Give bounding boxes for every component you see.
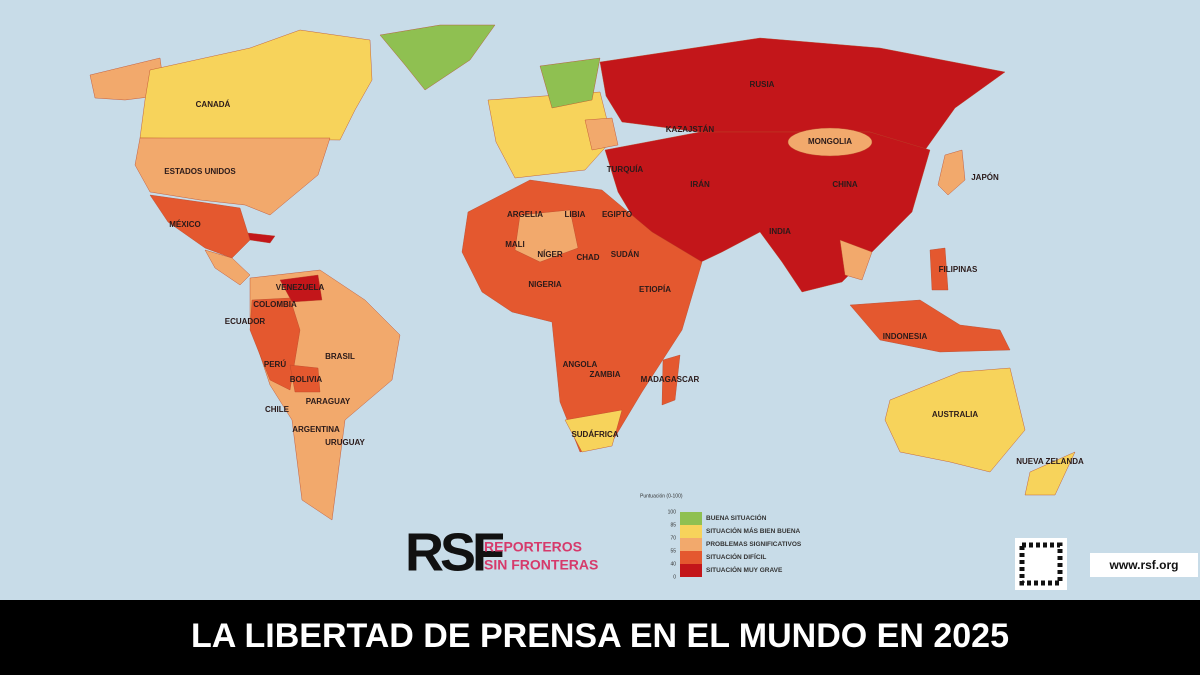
- legend-tick: 0: [673, 574, 676, 580]
- australia: [884, 367, 1026, 473]
- country-label: CHINA: [832, 180, 858, 189]
- bolivia: [289, 364, 321, 393]
- indochina: [839, 239, 873, 281]
- legend-tick: 40: [670, 561, 676, 567]
- country-label: EGIPTO: [602, 210, 632, 219]
- country-label: ARGENTINA: [292, 425, 340, 434]
- title: LA LIBERTAD DE PRENSA EN EL MUNDO EN 202…: [191, 617, 1009, 655]
- country-labels: CANADÁ ESTADOS UNIDOS RUSIA CHINA BRASIL AUST…: [164, 80, 1084, 466]
- legend-swatch: [680, 525, 702, 538]
- legend-tick: 85: [670, 522, 676, 528]
- country-label: SUDÁFRICA: [571, 430, 618, 439]
- country-label: CHAD: [576, 253, 599, 262]
- country-label: CANADÁ: [196, 100, 231, 109]
- title-bar: [0, 600, 1200, 675]
- land: [89, 24, 1076, 521]
- mongolia: [787, 127, 873, 157]
- sahara: [514, 209, 579, 263]
- greenland: [379, 24, 496, 91]
- mexico: [149, 194, 251, 259]
- canada: [139, 29, 373, 141]
- legend-swatch: [680, 512, 702, 525]
- indonesia: [849, 299, 1011, 353]
- japan: [937, 149, 966, 196]
- qr-pattern: [1019, 542, 1063, 586]
- country-label: AUSTRALIA: [932, 410, 978, 419]
- madagascar: [661, 354, 681, 406]
- country-label: PARAGUAY: [306, 397, 351, 406]
- country-label: MÉXICO: [169, 220, 201, 229]
- country-label: NUEVA ZELANDA: [1016, 457, 1084, 466]
- legend-swatch: [680, 551, 702, 564]
- url: www.rsf.org: [1109, 558, 1179, 572]
- legend-swatch: [680, 564, 702, 577]
- country-label: MONGOLIA: [808, 137, 852, 146]
- legend-tick: 55: [670, 548, 676, 554]
- country-label: ANGOLA: [563, 360, 598, 369]
- country-label: VENEZUELA: [276, 283, 325, 292]
- logo-name: SIN FRONTERAS: [484, 557, 598, 573]
- country-label: MADAGASCAR: [641, 375, 700, 384]
- scandinavia: [539, 57, 601, 109]
- country-label: ECUADOR: [225, 317, 266, 326]
- country-label: BOLIVIA: [290, 375, 323, 384]
- country-label: COLOMBIA: [253, 300, 297, 309]
- legend: BUENA SITUACIÓN SITUACIÓN MÁS BIEN BUENA P…: [668, 509, 802, 580]
- legend-label: PROBLEMAS SIGNIFICATIVOS: [706, 541, 802, 548]
- country-label: PERÚ: [264, 360, 286, 369]
- country-label: RUSIA: [750, 80, 775, 89]
- europe: [487, 91, 613, 179]
- country-label: BRASIL: [325, 352, 355, 361]
- country-label: NIGERIA: [528, 280, 562, 289]
- country-label: LIBIA: [565, 210, 586, 219]
- south-africa: [564, 409, 623, 453]
- country-label: INDONESIA: [883, 332, 928, 341]
- legend-tick: 70: [670, 535, 676, 541]
- country-label: NÍGER: [537, 250, 563, 259]
- philippines: [929, 247, 949, 291]
- legend-tick: 100: [668, 509, 677, 515]
- logo-name: REPORTEROS: [484, 539, 582, 555]
- country-label: JAPÓN: [971, 173, 999, 182]
- cuba: [247, 232, 276, 244]
- east-europe: [584, 117, 619, 151]
- country-label: URUGUAY: [325, 438, 365, 447]
- legend-label: BUENA SITUACIÓN: [706, 513, 767, 522]
- country-label: IRÁN: [690, 180, 710, 189]
- usa: [134, 137, 331, 216]
- url-box: [1090, 553, 1198, 577]
- country-label: CHILE: [265, 405, 290, 414]
- country-label: ETIOPÍA: [639, 285, 671, 294]
- alaska: [89, 57, 166, 101]
- legend-label: SITUACIÓN MÁS BIEN BUENA: [706, 526, 801, 535]
- logo-mark: RSF: [405, 522, 504, 582]
- new-zealand: [1024, 451, 1076, 496]
- legend-label: SITUACIÓN DIFÍCIL: [706, 552, 766, 561]
- central-america: [204, 249, 251, 286]
- country-label: INDIA: [769, 227, 791, 236]
- andes: [249, 297, 301, 391]
- country-label: MALI: [505, 240, 525, 249]
- legend-swatch: [680, 538, 702, 551]
- country-label: TURQUÍA: [607, 165, 644, 174]
- legend-title: Puntuación (0-100): [640, 493, 683, 499]
- country-label: KAZAJSTÁN: [666, 125, 715, 134]
- country-label: SUDÁN: [611, 250, 640, 259]
- legend-label: SITUACIÓN MUY GRAVE: [706, 565, 783, 574]
- country-label: FILIPINAS: [939, 265, 978, 274]
- venezuela: [279, 274, 323, 303]
- country-label: ARGELIA: [507, 210, 543, 219]
- country-label: ESTADOS UNIDOS: [164, 167, 236, 176]
- country-label: ZAMBIA: [589, 370, 620, 379]
